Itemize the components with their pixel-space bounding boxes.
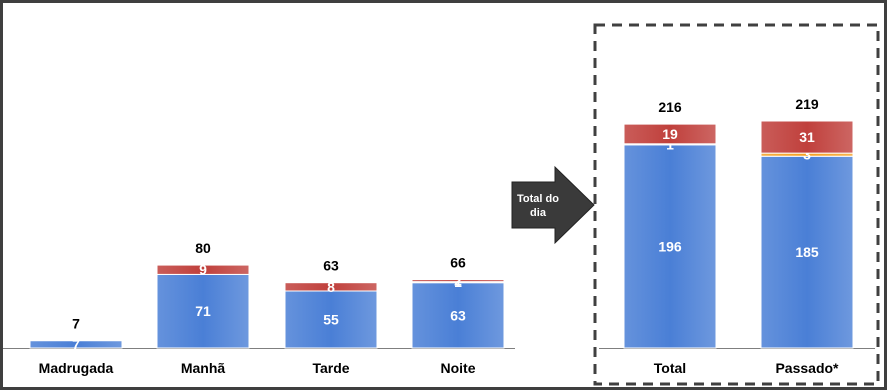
bar-segment	[156, 273, 250, 349]
bar-segment	[284, 282, 378, 292]
segment-value-label: 185	[795, 244, 819, 260]
bar-segment	[411, 279, 505, 283]
category-label: Passado*	[775, 360, 839, 376]
segment-value-label: 63	[450, 307, 466, 323]
category-label: Total	[654, 360, 686, 376]
bar-segment	[284, 290, 378, 349]
stacked-bar-chart: 77Madrugada71980Manhã55863Tarde631266Noi…	[3, 23, 880, 386]
segment-value-label: 3	[803, 147, 811, 163]
segment-value-label: 1	[454, 274, 462, 290]
bar-segment	[623, 144, 717, 349]
segment-value-label: 71	[195, 303, 211, 319]
bar-segment	[29, 340, 123, 349]
bar-segment	[156, 264, 250, 275]
category-label: Tarde	[312, 360, 349, 376]
segment-value-label: 55	[323, 311, 339, 327]
bar-segment	[760, 120, 854, 154]
segment-value-label: 196	[658, 238, 682, 254]
bar-total-label: 219	[795, 96, 819, 112]
bar-segment	[411, 282, 505, 349]
total-do-dia-arrow	[511, 165, 595, 245]
segment-value-label: 31	[799, 129, 815, 145]
segment-value-label: 19	[662, 126, 678, 142]
bar-total-label: 80	[195, 240, 211, 256]
bar-total-label: 63	[323, 258, 339, 274]
segment-value-label: 7	[72, 336, 80, 352]
bar-total-label: 66	[450, 255, 466, 271]
segment-value-label: 9	[199, 262, 207, 278]
segment-value-label: 1	[666, 136, 674, 152]
arrow-label-line2: dia	[530, 207, 547, 219]
segment-value-label: 8	[327, 279, 335, 295]
segment-value-label: 2	[454, 273, 462, 289]
category-label: Madrugada	[39, 360, 114, 376]
category-label: Manhã	[181, 360, 226, 376]
bar-total-label: 216	[658, 99, 682, 115]
bar-segment	[623, 123, 717, 145]
bar-total-label: 7	[72, 316, 80, 332]
total-comparison-box	[593, 23, 880, 386]
category-label: Noite	[441, 360, 476, 376]
arrow-label-line1: Total do	[517, 193, 559, 205]
